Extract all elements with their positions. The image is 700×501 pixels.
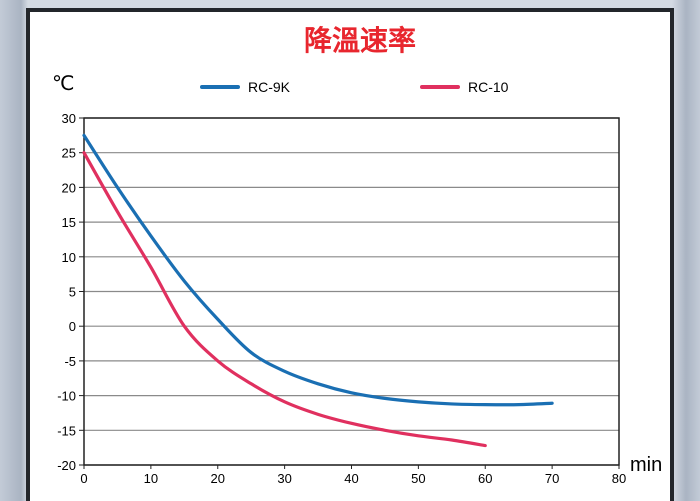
y-tick-label: -5	[64, 354, 76, 369]
y-tick-label: 0	[69, 319, 76, 334]
chart-panel: 降溫速率 ℃ min 30 25 20 15 10 5 0 -5 -10 -15 -20 0 10 20 3…	[30, 12, 670, 501]
x-tick-label: 40	[344, 471, 358, 486]
x-tick-label: 60	[478, 471, 492, 486]
x-tick-label: 70	[545, 471, 559, 486]
x-tick-label: 30	[277, 471, 291, 486]
y-tick-label: 15	[62, 215, 76, 230]
plot-border	[83, 117, 620, 466]
y-tick-label: 30	[62, 111, 76, 126]
series-line-0	[82, 133, 554, 407]
chart-title: 降溫速率	[304, 24, 416, 57]
y-tick-label: -20	[57, 458, 76, 473]
series-lines	[82, 133, 554, 448]
y-tick-label: -15	[57, 423, 76, 438]
legend-label-1: RC-10	[468, 79, 509, 95]
y-tick-label: 25	[62, 146, 76, 161]
x-tick-label: 50	[411, 471, 425, 486]
x-tick-label: 20	[211, 471, 225, 486]
legend-label-0: RC-9K	[248, 79, 291, 95]
series-line-1	[82, 151, 487, 448]
x-axis-unit: min	[630, 454, 662, 476]
legend: RC-9K RC-10	[200, 79, 509, 95]
x-tick-label: 80	[612, 471, 626, 486]
x-tick-label: 0	[80, 471, 87, 486]
x-tick-label: 10	[144, 471, 158, 486]
y-axis-unit: ℃	[52, 73, 74, 95]
y-tick-label: -10	[57, 389, 76, 404]
y-tick-label: 5	[69, 285, 76, 300]
y-tick-label: 20	[62, 180, 76, 195]
grid	[79, 117, 620, 469]
y-tick-label: 10	[62, 250, 76, 265]
